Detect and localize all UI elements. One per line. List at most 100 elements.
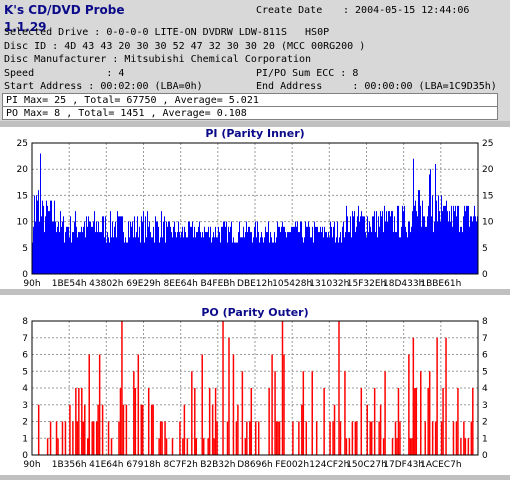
data-bar (235, 242, 236, 274)
data-bar (195, 438, 198, 455)
data-bar (315, 226, 316, 274)
data-bar (216, 421, 218, 455)
y-tick-label-left: 5 (22, 367, 28, 377)
data-bar (298, 232, 299, 274)
data-bar (436, 200, 437, 274)
y-tick-label-right: 0 (482, 451, 488, 461)
data-bar (285, 232, 286, 274)
data-bar (303, 242, 304, 274)
data-bar (191, 226, 192, 274)
data-bar (62, 221, 63, 274)
data-bar (222, 321, 224, 455)
data-bar (374, 211, 375, 274)
data-bar (452, 421, 455, 455)
data-bar (162, 237, 163, 274)
data-bar (463, 216, 464, 274)
po-chart-title: PO (Parity Outer) (201, 306, 309, 319)
data-bar (213, 232, 214, 274)
data-bar (227, 242, 228, 274)
y-tick-label-right: 0 (482, 270, 488, 280)
data-bar (460, 438, 462, 455)
data-bar (85, 237, 86, 274)
data-bar (206, 232, 207, 274)
data-bar (433, 232, 434, 274)
data-bar (261, 232, 262, 274)
x-tick-label: 43802h (89, 279, 123, 289)
y-tick-label-left: 6 (22, 351, 28, 361)
data-bar (442, 211, 443, 274)
data-bar (97, 404, 99, 455)
data-bar (203, 237, 204, 274)
data-bar (304, 237, 305, 274)
data-bar (57, 226, 58, 274)
data-bar (293, 226, 294, 274)
data-bar (192, 221, 193, 274)
data-bar (82, 232, 83, 274)
data-bar (476, 221, 477, 274)
y-tick-label-left: 25 (17, 139, 28, 149)
data-bar (148, 226, 149, 274)
data-bar (391, 211, 392, 274)
data-bar (216, 237, 217, 274)
data-bar (281, 226, 282, 274)
data-bar (420, 371, 422, 455)
data-bar (372, 216, 373, 274)
data-bar (262, 237, 263, 274)
data-bar (432, 195, 433, 274)
data-bar (337, 221, 338, 274)
data-bar (51, 200, 52, 274)
data-bar (274, 232, 275, 274)
data-bar (375, 232, 376, 274)
data-bar (106, 242, 107, 274)
data-bar (252, 242, 253, 274)
data-bar (429, 174, 430, 274)
data-bar (334, 221, 335, 274)
data-bar (233, 237, 234, 274)
data-bar (255, 421, 257, 455)
data-bar (441, 195, 442, 274)
data-bar (141, 216, 142, 274)
data-bar (318, 232, 319, 274)
data-bar (152, 237, 153, 274)
data-bar (173, 226, 174, 274)
y-tick-label-right: 1 (482, 434, 488, 444)
data-bar (424, 216, 425, 274)
data-bar (383, 232, 384, 274)
data-bar (228, 337, 230, 455)
data-bar (310, 237, 311, 274)
data-bar (127, 242, 128, 274)
x-tick-label: 1B356h (52, 460, 87, 470)
pi-chart-title: PI (Parity Inner) (205, 127, 305, 140)
data-bar (210, 226, 211, 274)
data-bar (69, 237, 70, 274)
data-bar (449, 211, 450, 274)
data-bar (75, 211, 76, 274)
data-bar (288, 232, 289, 274)
data-bar (312, 226, 313, 274)
data-bar (435, 163, 436, 274)
plot-frame (31, 142, 479, 275)
data-bar (98, 354, 101, 455)
y-tick-label-right: 7 (482, 334, 488, 344)
data-bar (260, 237, 261, 274)
data-bar (86, 216, 87, 274)
data-bar (408, 354, 410, 455)
data-bar (373, 216, 374, 274)
data-bar (137, 216, 138, 274)
data-bar (411, 438, 413, 455)
data-bar (154, 242, 155, 274)
data-bar (217, 237, 218, 274)
x-tick-label: 105428h (272, 279, 312, 289)
y-tick-label-left: 5 (22, 244, 28, 254)
data-bar (208, 226, 209, 274)
data-bar (91, 421, 93, 455)
data-bar (186, 438, 189, 455)
data-bar (291, 226, 292, 274)
y-tick-label-left: 2 (22, 418, 28, 428)
data-bar (370, 226, 371, 274)
data-bar (59, 232, 60, 274)
data-bar (46, 438, 49, 455)
data-bar (447, 211, 448, 274)
data-bar (251, 232, 252, 274)
data-bar (223, 221, 224, 274)
